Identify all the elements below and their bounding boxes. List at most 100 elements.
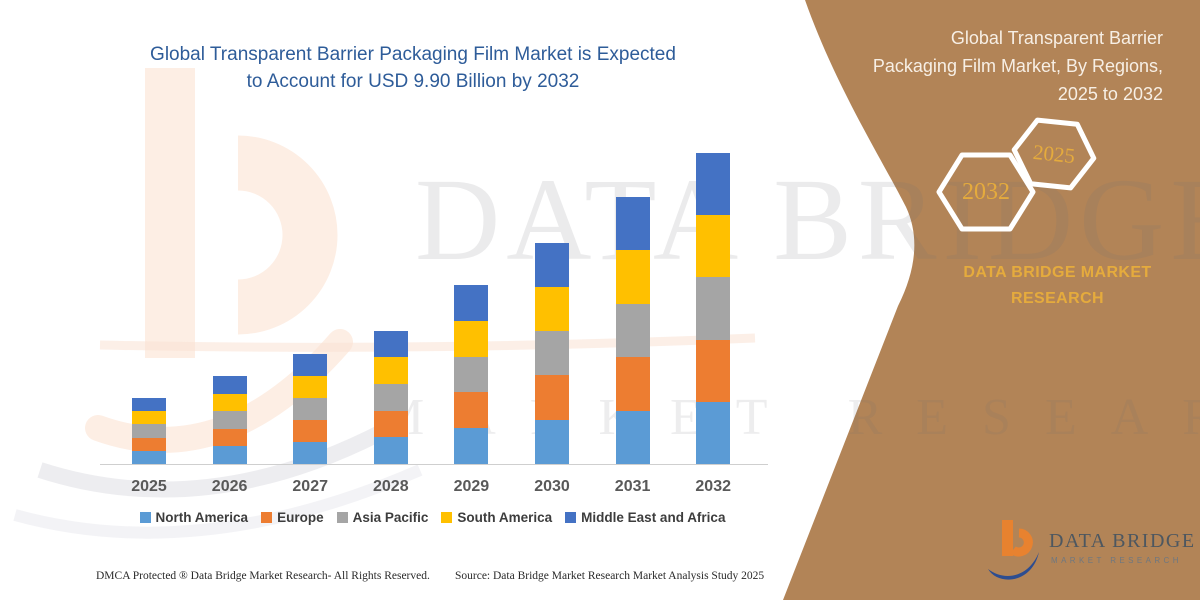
stacked-bar-2028 <box>373 330 408 464</box>
x-axis-label-2030: 2030 <box>534 478 570 495</box>
segment-europe <box>696 339 731 402</box>
segment-middle-east-and-africa <box>696 153 731 216</box>
logo-subtitle: MARKET RESEARCH <box>1051 556 1182 565</box>
x-axis-label-2028: 2028 <box>373 478 409 495</box>
segment-europe <box>132 437 166 451</box>
brown-panel-shape <box>783 0 1200 600</box>
segment-north-america <box>696 401 731 464</box>
chart-title: Global Transparent Barrier Packaging Fil… <box>58 41 768 95</box>
legend-label-north-america: North America <box>155 510 249 525</box>
legend-swatch-europe <box>261 512 273 523</box>
x-axis-line <box>100 464 768 465</box>
side-panel-title-line2: Packaging Film Market, By Regions, <box>872 56 1163 76</box>
legend-swatch-middle-east-and-africa <box>565 512 577 523</box>
dmca-note: DMCA Protected ® Data Bridge Market Rese… <box>96 570 430 582</box>
segment-asia-pacific <box>696 277 731 340</box>
segment-middle-east-and-africa <box>212 376 247 394</box>
stacked-bar-2031 <box>615 197 650 464</box>
legend-item-north-america: North America <box>139 510 249 525</box>
legend-swatch-asia-pacific <box>336 512 348 523</box>
stacked-bar-2026 <box>212 376 247 464</box>
segment-north-america <box>212 446 247 464</box>
legend: North America Europe Asia Pacific South Ame… <box>95 510 770 525</box>
segment-asia-pacific <box>615 303 650 358</box>
legend-swatch-south-america <box>441 512 453 523</box>
segment-middle-east-and-africa <box>615 197 650 251</box>
x-axis-label-2025: 2025 <box>131 478 167 495</box>
segment-south-america <box>696 215 731 278</box>
legend-item-middle-east-and-africa: Middle East and Africa <box>565 510 725 525</box>
segment-europe <box>615 357 650 411</box>
data-bridge-logo-icon <box>988 520 1039 580</box>
segment-europe <box>535 375 569 420</box>
segment-north-america <box>132 450 166 464</box>
hexagon-year-large: 2032 <box>962 178 1010 205</box>
legend-item-south-america: South America <box>441 510 552 525</box>
segment-asia-pacific <box>454 356 489 393</box>
segment-south-america <box>293 376 328 398</box>
segment-asia-pacific <box>373 383 408 411</box>
stacked-bar-2027 <box>293 354 328 464</box>
segment-europe <box>293 420 328 442</box>
x-axis-label-2029: 2029 <box>453 478 490 495</box>
segment-middle-east-and-africa <box>373 330 408 358</box>
data-bridge-logo: DATA BRIDGE MARKET RESEARCH <box>985 514 1194 594</box>
segment-south-america <box>535 286 569 332</box>
segment-middle-east-and-africa <box>132 398 166 412</box>
watermark-b-stem <box>145 68 195 358</box>
segment-south-america <box>132 411 166 425</box>
legend-label-south-america: South America <box>457 510 553 525</box>
segment-asia-pacific <box>132 424 166 438</box>
segment-north-america <box>454 428 489 464</box>
watermark-text-market-research: MARKET RESEARCH <box>378 389 1200 446</box>
segment-north-america <box>535 419 569 464</box>
legend-label-europe: Europe <box>277 510 324 525</box>
segment-europe <box>454 392 489 429</box>
x-axis-label-2027: 2027 <box>292 478 328 495</box>
hexagon-year-small: 2025 <box>1031 139 1077 168</box>
segment-north-america <box>373 437 408 464</box>
segment-south-america <box>373 357 408 384</box>
segment-south-america <box>212 393 247 412</box>
logo-title: DATA BRIDGE <box>1049 530 1196 552</box>
source-note: Source: Data Bridge Market Research Mark… <box>455 570 765 582</box>
side-panel-title-line1: Global Transparent Barrier <box>950 28 1163 48</box>
stacked-bar-2025 <box>132 398 166 464</box>
legend-item-asia-pacific: Asia Pacific <box>336 510 429 525</box>
bar-chart: 2025 2026 2027 2028 2029 2030 2031 2032 <box>95 140 770 495</box>
segment-middle-east-and-africa <box>454 285 489 321</box>
legend-label-middle-east-and-africa: Middle East and Africa <box>581 510 726 525</box>
segment-asia-pacific <box>535 331 569 376</box>
hexagon-badge-2032: 2032 <box>934 150 1038 234</box>
stacked-bar-2029 <box>454 285 489 464</box>
stacked-bar-2030 <box>535 242 569 464</box>
watermark-gray-arc-1 <box>37 417 399 498</box>
segment-south-america <box>454 320 489 357</box>
watermark-band <box>99 333 756 352</box>
brand-name-line1: DATA BRIDGE MARKET <box>963 264 1152 281</box>
side-panel-title: Global Transparent Barrier Packaging Fil… <box>818 24 1163 108</box>
segment-north-america <box>615 410 650 464</box>
segment-europe <box>373 410 408 438</box>
watermark-b-bowl <box>236 135 338 335</box>
segment-asia-pacific <box>212 411 247 429</box>
stacked-bar-2032 <box>696 153 731 464</box>
x-axis-label-2032: 2032 <box>695 478 731 495</box>
segment-north-america <box>293 442 328 464</box>
hexagon-icon <box>1011 117 1097 191</box>
legend-label-asia-pacific: Asia Pacific <box>352 510 429 525</box>
watermark-gray-arc-2 <box>13 464 423 539</box>
chart-title-line1: Global Transparent Barrier Packaging Fil… <box>150 44 676 65</box>
segment-south-america <box>615 250 650 304</box>
brand-name-gold: DATA BRIDGE MARKET RESEARCH <box>930 260 1185 312</box>
legend-swatch-north-america <box>139 512 151 523</box>
segment-europe <box>212 428 247 447</box>
segment-middle-east-and-africa <box>293 354 328 376</box>
brand-name-line2: RESEARCH <box>1011 290 1104 307</box>
x-axis-label-2026: 2026 <box>211 478 248 495</box>
segment-middle-east-and-africa <box>535 242 569 287</box>
hexagon-badge-2025: 2025 <box>1006 114 1101 195</box>
segment-asia-pacific <box>293 398 328 420</box>
